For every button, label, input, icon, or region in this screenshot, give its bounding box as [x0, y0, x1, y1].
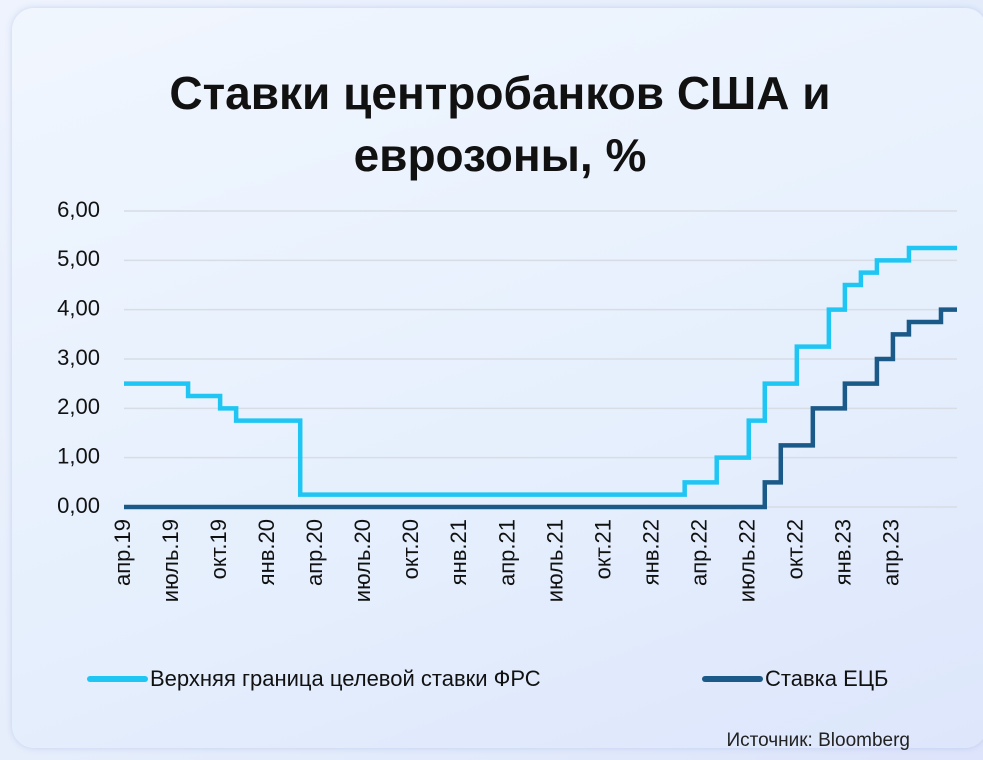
chart-title: Ставки центробанков США и еврозоны, % — [169, 67, 831, 181]
y-tick-label: 5,00 — [57, 246, 100, 271]
y-tick-label: 3,00 — [57, 345, 100, 370]
x-tick-label: окт.19 — [206, 519, 231, 579]
x-tick-label: июль.22 — [735, 519, 760, 602]
x-tick-label: июль.21 — [542, 519, 567, 602]
x-tick-label: апр.19 — [110, 519, 135, 586]
y-tick-label: 1,00 — [57, 443, 100, 468]
x-tick-label: апр.21 — [494, 519, 519, 586]
legend-label: Ставка ЕЦБ — [765, 666, 888, 691]
x-tick-label: окт.22 — [783, 519, 808, 579]
x-tick-label: окт.21 — [590, 519, 615, 579]
x-tick-label: июль.20 — [350, 519, 375, 602]
series-line — [124, 307, 957, 510]
x-tick-label: апр.20 — [302, 519, 327, 586]
source-note: Источник: Bloomberg — [726, 730, 910, 751]
y-tick-label: 2,00 — [57, 394, 100, 419]
x-tick-label: янв.20 — [254, 519, 279, 585]
x-tick-label: янв.21 — [446, 519, 471, 585]
y-tick-label: 0,00 — [57, 493, 100, 518]
x-tick-label: янв.23 — [831, 519, 856, 585]
y-tick-label: 4,00 — [57, 295, 100, 320]
x-tick-label: апр.23 — [879, 519, 904, 586]
legend-label: Верхняя граница целевой ставки ФРС — [150, 666, 541, 691]
y-tick-label: 6,00 — [57, 197, 100, 222]
x-tick-label: июль.19 — [158, 519, 183, 602]
series-line — [124, 245, 957, 497]
x-tick-label: апр.22 — [687, 519, 712, 586]
x-tick-label: окт.20 — [398, 519, 423, 579]
card — [12, 8, 983, 748]
x-tick-label: янв.22 — [638, 519, 663, 585]
